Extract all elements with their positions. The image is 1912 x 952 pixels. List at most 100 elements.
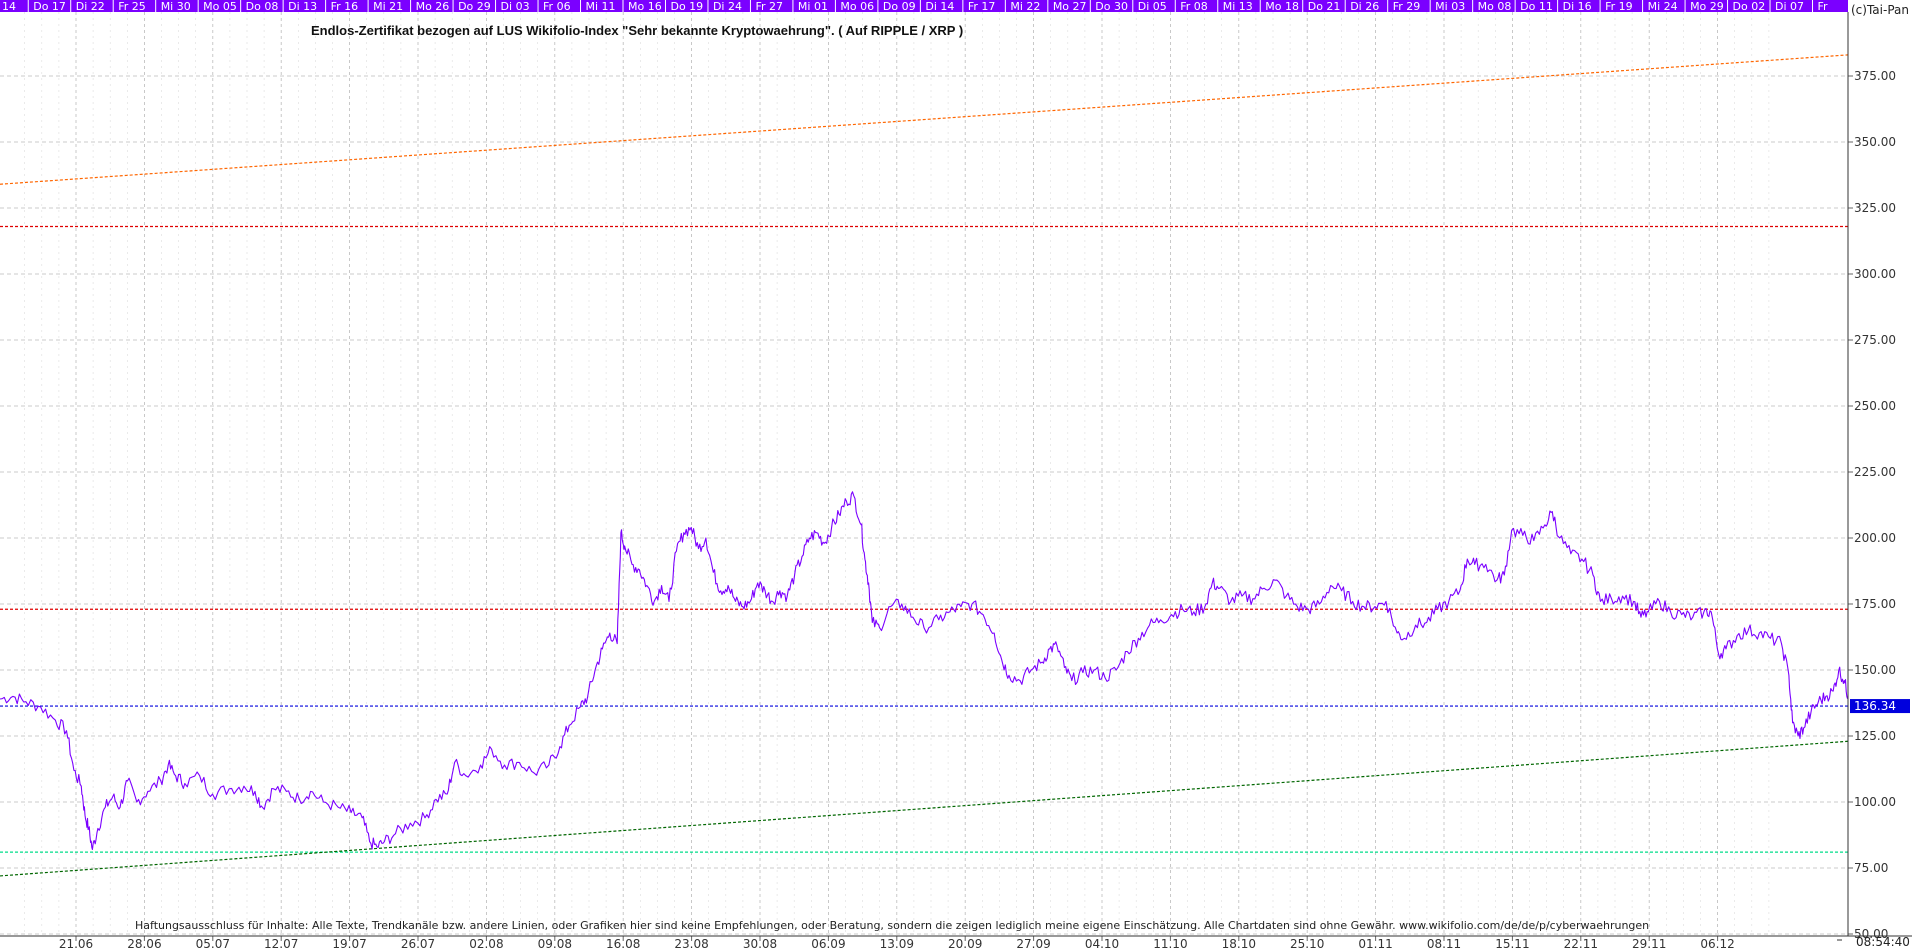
y-tick-label: 225.00: [1854, 465, 1896, 479]
x-tick-label: 29.11: [1632, 937, 1666, 951]
day-label: Do 17: [33, 0, 66, 13]
y-tick-label: 300.00: [1854, 267, 1896, 281]
x-tick-label: 09.08: [538, 937, 572, 951]
day-label: Di 03: [501, 0, 530, 13]
day-label: Di 24: [713, 0, 742, 13]
day-label: Mo 06: [840, 0, 874, 13]
x-tick-label: 23.08: [674, 937, 708, 951]
y-tick-label: 350.00: [1854, 135, 1896, 149]
trendline: [0, 740, 1849, 877]
day-label: Fr 17: [968, 0, 996, 13]
day-label: 14: [2, 0, 16, 13]
day-label: Di 26: [1350, 0, 1379, 13]
day-label: Do 02: [1733, 0, 1766, 13]
disclaimer-text: Haftungsausschluss für Inhalte: Alle Tex…: [135, 919, 1649, 932]
day-label: Do 29: [458, 0, 491, 13]
y-tick-label: 175.00: [1854, 597, 1896, 611]
last-price-tag: 136.34: [1854, 699, 1896, 713]
day-label: Mo 16: [628, 0, 662, 13]
day-label: Do 19: [670, 0, 703, 13]
x-tick-label: 22.11: [1564, 937, 1598, 951]
x-tick-label: 28.06: [127, 937, 161, 951]
day-label: Di 14: [925, 0, 954, 13]
day-label: Fr 25: [118, 0, 146, 13]
day-label: Fr 19: [1605, 0, 1633, 13]
day-label-bar-bg: [0, 0, 1848, 12]
day-label: Mi 11: [586, 0, 616, 13]
day-label: Do 08: [246, 0, 279, 13]
x-tick-label: 04.10: [1085, 937, 1119, 951]
x-tick-label: 25.10: [1290, 937, 1324, 951]
x-tick-label: 08.11: [1427, 937, 1461, 951]
x-tick-label: 16.08: [606, 937, 640, 951]
day-label: Fr 06: [543, 0, 571, 13]
day-label: Mo 08: [1478, 0, 1512, 13]
day-label: Mo 18: [1265, 0, 1299, 13]
day-label: Mi 24: [1648, 0, 1678, 13]
day-label: Mi 01: [798, 0, 828, 13]
x-tick-label: 15.11: [1495, 937, 1529, 951]
day-label: Fr 16: [331, 0, 359, 13]
x-tick-label: 11.10: [1153, 937, 1187, 951]
day-label: Mo 27: [1053, 0, 1087, 13]
day-label: Di 13: [288, 0, 317, 13]
reference-lines: [0, 54, 1849, 877]
x-tick-label: 05.07: [196, 937, 230, 951]
axes: 50.00 75.00 100.00 125.00 150.00 175.00 200.00…: [0, 12, 1912, 951]
y-tick-label: 100.00: [1854, 795, 1896, 809]
day-label: Mi 13: [1223, 0, 1253, 13]
x-tick-label: 18.10: [1222, 937, 1256, 951]
y-tick-label: 125.00: [1854, 729, 1896, 743]
day-label: Mo 26: [416, 0, 450, 13]
x-tick-label: 12.07: [264, 937, 298, 951]
day-label: Di 16: [1563, 0, 1592, 13]
copyright-label: (c)Tai-Pan: [1851, 3, 1909, 17]
day-label: Mo 29: [1690, 0, 1724, 13]
trendline: [0, 54, 1849, 185]
day-label: Di 05: [1138, 0, 1167, 13]
day-label: Mi 22: [1010, 0, 1040, 13]
day-label: Do 11: [1520, 0, 1553, 13]
x-tick-label: 06.12: [1700, 937, 1734, 951]
day-label: Di 22: [76, 0, 105, 13]
day-label-bar: 14 Do 17 Di 22 Fr 25 Mi 30 Mo 05 Do 08 Di 13 Fr …: [0, 0, 1848, 13]
day-label: Mi 30: [161, 0, 191, 13]
x-tick-label: 02.08: [469, 937, 503, 951]
y-tick-label: 250.00: [1854, 399, 1896, 413]
chart-title: Endlos-Zertifikat bezogen auf LUS Wikifo…: [311, 23, 963, 38]
last-price-tag-bg: [1850, 699, 1910, 714]
x-tick-label: 06.09: [811, 937, 845, 951]
y-tick-label: 50.00: [1854, 927, 1888, 941]
grid: [0, 12, 1848, 936]
timestamp-label: 08:54:40: [1856, 935, 1910, 949]
day-label: Do 30: [1095, 0, 1128, 13]
price-line: [0, 491, 1849, 851]
y-tick-label: 200.00: [1854, 531, 1896, 545]
day-label: Do 21: [1308, 0, 1341, 13]
day-label: Fr 27: [755, 0, 783, 13]
y-tick-label: 75.00: [1854, 861, 1888, 875]
x-tick-label: 01.11: [1358, 937, 1392, 951]
day-label: Do 09: [883, 0, 916, 13]
x-tick-label: 27.09: [1016, 937, 1050, 951]
price-series: [0, 491, 1849, 851]
day-label: Mi 03: [1435, 0, 1465, 13]
day-label: Fr 08: [1180, 0, 1208, 13]
y-tick-label: 150.00: [1854, 663, 1896, 677]
x-tick-label: 30.08: [743, 937, 777, 951]
x-tick-label: 20.09: [948, 937, 982, 951]
day-label: Fr 29: [1393, 0, 1421, 13]
x-tick-label: 26.07: [401, 937, 435, 951]
day-label: Mo 05: [203, 0, 237, 13]
day-label: Fr: [1818, 0, 1829, 13]
y-tick-label: 325.00: [1854, 201, 1896, 215]
x-tick-label: 13.09: [880, 937, 914, 951]
x-tick-label: 19.07: [332, 937, 366, 951]
x-tick-label: 21.06: [59, 937, 93, 951]
day-label: Mi 21: [373, 0, 403, 13]
day-label: Di 07: [1775, 0, 1804, 13]
y-tick-label: 275.00: [1854, 333, 1896, 347]
